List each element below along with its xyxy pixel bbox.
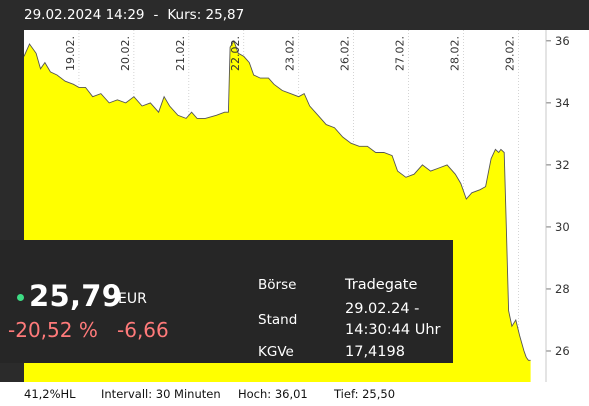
x-tick-label: 26.02. bbox=[339, 36, 352, 71]
last-price: 25,79 bbox=[29, 279, 123, 313]
footer-interval: Intervall: 30 Minuten bbox=[101, 387, 221, 401]
y-tick-label: 28 bbox=[555, 282, 570, 296]
exchange-value: Tradegate bbox=[345, 277, 418, 293]
time-value-line2: 14:30:44 Uhr bbox=[345, 322, 441, 338]
pe-label: KGVe bbox=[258, 344, 294, 360]
change-absolute: -6,66 bbox=[117, 318, 169, 342]
header-bar: 29.02.2024 14:29 - Kurs: 25,87 bbox=[0, 0, 589, 30]
y-tick-label: 36 bbox=[555, 34, 570, 48]
x-tick-label: 22.02. bbox=[229, 36, 242, 71]
time-value-line1: 29.02.24 - bbox=[345, 301, 420, 317]
y-tick-label: 32 bbox=[555, 158, 570, 172]
price-currency: EUR bbox=[118, 291, 147, 307]
price-line bbox=[24, 39, 531, 361]
footer-high: Hoch: 36,01 bbox=[238, 387, 308, 401]
time-label: Stand bbox=[258, 312, 298, 328]
y-tick-label: 26 bbox=[555, 344, 570, 358]
x-tick-label: 28.02. bbox=[449, 36, 462, 71]
live-indicator-icon bbox=[17, 294, 24, 301]
footer-hl: 41,2%HL bbox=[24, 387, 76, 401]
header-separator: - bbox=[153, 7, 159, 23]
x-tick-label: 21.02. bbox=[174, 36, 187, 71]
header-datetime: 29.02.2024 14:29 bbox=[24, 7, 145, 23]
x-tick-label: 19.02. bbox=[64, 36, 77, 71]
header-price: Kurs: 25,87 bbox=[167, 7, 245, 23]
footer-bar: 41,2%HL Intervall: 30 Minuten Hoch: 36,0… bbox=[0, 382, 589, 406]
footer-low: Tief: 25,50 bbox=[334, 387, 396, 401]
x-tick-label: 29.02. bbox=[504, 36, 517, 71]
change-percent: -20,52 % bbox=[8, 318, 98, 342]
y-tick-label: 30 bbox=[555, 220, 570, 234]
x-tick-label: 23.02. bbox=[284, 36, 297, 71]
x-tick-label: 27.02. bbox=[394, 36, 407, 71]
quote-panel: 25,79 EUR -20,52 % -6,66 Börse Tradegate… bbox=[0, 240, 453, 363]
y-tick-label: 34 bbox=[555, 96, 570, 110]
pe-value: 17,4198 bbox=[345, 344, 405, 360]
x-tick-label: 20.02. bbox=[119, 36, 132, 71]
exchange-label: Börse bbox=[258, 277, 297, 293]
